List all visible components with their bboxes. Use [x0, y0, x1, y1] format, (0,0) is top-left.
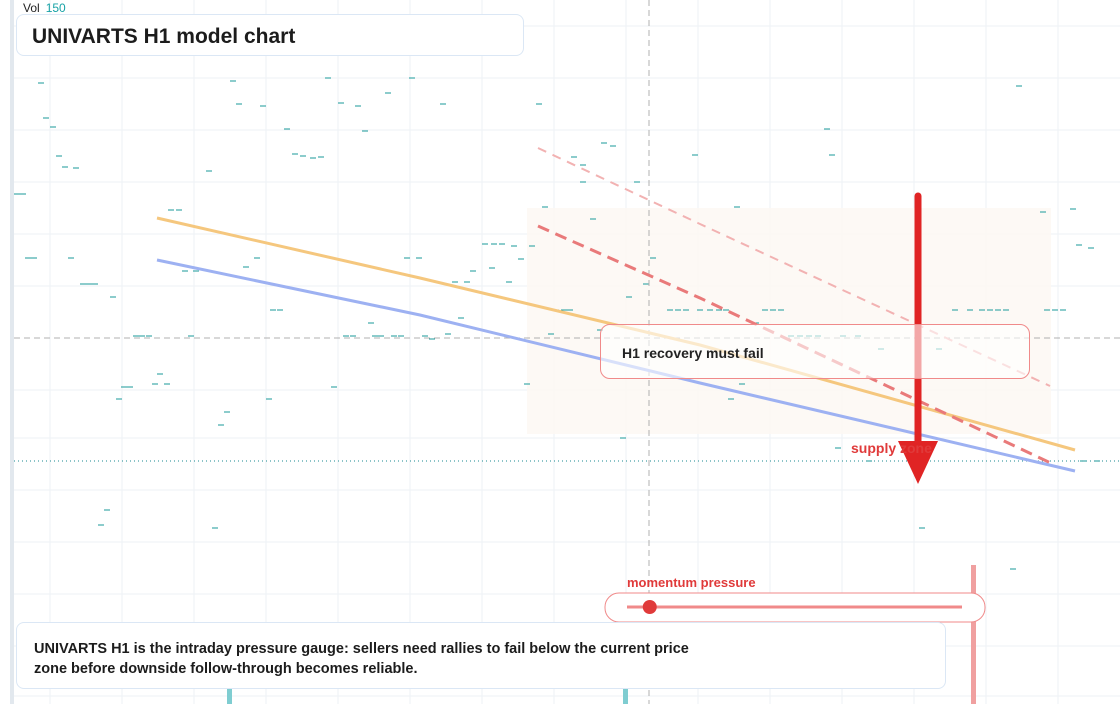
volume-label: Vol — [23, 1, 40, 15]
supply-zone — [527, 208, 1051, 434]
recovery-callout: H1 recovery must fail — [600, 324, 1030, 379]
callout-text: H1 recovery must fail — [622, 345, 764, 361]
series-orange-line — [156, 216, 1076, 452]
chart-title: UNIVARTS H1 model chart — [32, 25, 296, 48]
supply-zone-label: supply zone — [851, 440, 932, 456]
bear-arrow-head-icon — [898, 441, 938, 484]
volume-bar-mid — [623, 685, 628, 704]
trend-red-dashed-line — [537, 224, 1056, 467]
volume-readout: Vol 150 — [23, 1, 66, 15]
chart-title-panel: UNIVARTS H1 model chart — [16, 14, 524, 56]
momentum-gauge-knob — [642, 600, 657, 614]
description-text: UNIVARTS H1 is the intraday pressure gau… — [34, 641, 689, 677]
series-blue-line — [156, 258, 1076, 473]
volume-value: 150 — [45, 1, 66, 15]
gauge-marker-bar — [971, 565, 976, 704]
description-panel: UNIVARTS H1 is the intraday pressure gau… — [16, 622, 946, 689]
momentum-pressure-label: momentum pressure — [627, 575, 756, 590]
